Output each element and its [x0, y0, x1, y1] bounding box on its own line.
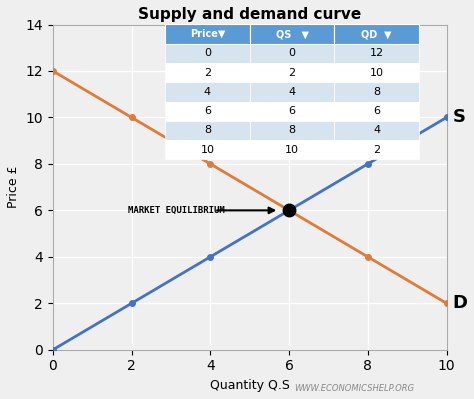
Text: 8: 8 — [373, 87, 380, 97]
Text: WWW.ECONOMICSHELP.ORG: WWW.ECONOMICSHELP.ORG — [294, 384, 414, 393]
Text: 0: 0 — [289, 48, 295, 58]
Text: 2: 2 — [289, 67, 296, 78]
Text: MARKET EQUILIBRIUM: MARKET EQUILIBRIUM — [128, 206, 224, 215]
Text: Price▼: Price▼ — [190, 29, 225, 39]
Text: 8: 8 — [289, 125, 296, 135]
Text: QD  ▼: QD ▼ — [361, 29, 392, 39]
Text: 12: 12 — [370, 48, 384, 58]
Text: 4: 4 — [289, 87, 296, 97]
Text: 2: 2 — [204, 67, 211, 78]
Text: QS   ▼: QS ▼ — [275, 29, 309, 39]
Text: 4: 4 — [373, 125, 380, 135]
Text: 0: 0 — [204, 48, 211, 58]
Text: 10: 10 — [370, 67, 383, 78]
Text: 10: 10 — [285, 144, 299, 155]
Text: 4: 4 — [204, 87, 211, 97]
Title: Supply and demand curve: Supply and demand curve — [138, 7, 361, 22]
Text: 2: 2 — [373, 144, 380, 155]
Text: 6: 6 — [373, 106, 380, 116]
X-axis label: Quantity Q.S: Quantity Q.S — [210, 379, 290, 392]
Text: 6: 6 — [289, 106, 295, 116]
Text: 6: 6 — [204, 106, 211, 116]
Text: D: D — [453, 294, 467, 312]
Text: S: S — [453, 109, 465, 126]
Text: 10: 10 — [201, 144, 214, 155]
Y-axis label: Price £: Price £ — [7, 166, 20, 208]
Text: 8: 8 — [204, 125, 211, 135]
